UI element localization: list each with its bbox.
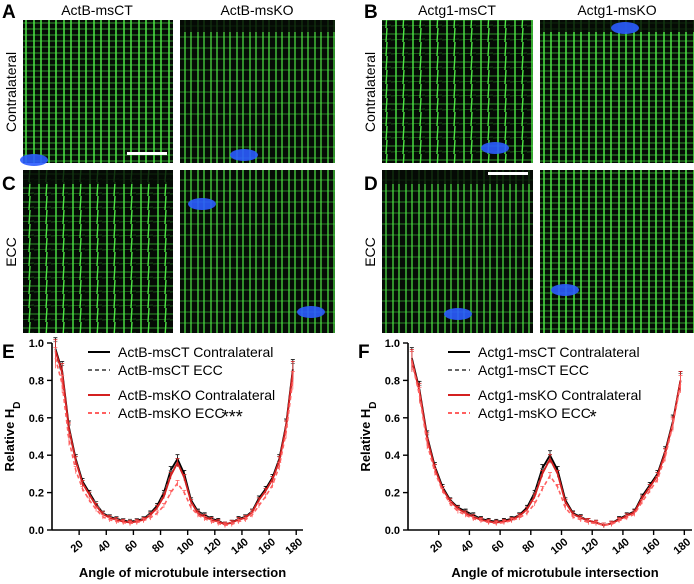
y-tick-label: 1.0 <box>385 338 400 350</box>
micrograph-actb-msko-ecc <box>180 170 335 333</box>
x-tick-label: 60 <box>490 538 507 555</box>
x-tick-label: 120 <box>579 536 601 557</box>
dark-band <box>180 20 335 32</box>
y-axis-label-main: Relative H <box>358 409 373 472</box>
chart-panel-f: F 0.0 0.2 0.4 0.6 0.8 1.0 20 40 60 80 100 120 140 160 1… <box>358 338 693 580</box>
micrograph-image <box>180 20 335 163</box>
x-tick-label: 20 <box>69 538 86 555</box>
legend-label: ActB-msKO Contralateral <box>118 387 275 403</box>
legend-label: Actg1-msCT Contralateral <box>478 344 640 360</box>
x-tick-label: 80 <box>150 538 167 555</box>
x-tick-label: 160 <box>641 536 663 557</box>
legend-label: Actg1-msKO Contralateral <box>478 387 641 403</box>
micrograph-actb-msko-contralateral <box>180 20 335 163</box>
x-axis-label: Angle of microtubule intersection <box>451 565 658 580</box>
x-tick-label: 140 <box>610 536 632 557</box>
nucleus <box>481 142 509 154</box>
scale-bar <box>488 172 528 175</box>
x-tick-label: 100 <box>549 536 571 557</box>
y-axis-label-sub: D <box>12 401 23 408</box>
nucleus <box>297 306 325 318</box>
y-tick-label: 0.6 <box>385 413 400 425</box>
x-tick-label: 100 <box>175 536 197 557</box>
x-tick-label: 120 <box>202 536 224 557</box>
legend-label: ActB-msCT ECC <box>118 362 223 378</box>
x-tick-label: 80 <box>520 538 537 555</box>
y-axis-label-main: Relative H <box>2 409 17 472</box>
micrograph-image <box>540 170 694 333</box>
micrograph-image <box>23 170 173 333</box>
x-axis-label: Angle of microtubule intersection <box>79 565 286 580</box>
panel-letter: E <box>2 342 15 363</box>
nucleus <box>188 198 216 210</box>
nucleus <box>230 149 258 161</box>
significance-marker: *** <box>222 407 243 427</box>
legend-label: Actg1-msCT ECC <box>478 362 589 378</box>
micrograph-image <box>540 20 694 163</box>
chart-panel-e: E 0.0 0.2 0.4 0.6 0.8 1.0 20 40 60 80 100 120 140 160 1… <box>2 337 305 580</box>
nucleus <box>611 22 639 34</box>
scale-bar <box>127 152 167 155</box>
micrograph-actg1-msko-contralateral <box>540 20 694 163</box>
column-header: Actg1-msCT <box>418 2 496 18</box>
x-tick-label: 40 <box>96 538 113 555</box>
micrograph-actb-msct-contralateral <box>20 20 173 166</box>
y-tick-label: 0.0 <box>385 525 400 537</box>
y-tick-label: 0.0 <box>29 525 44 537</box>
y-tick-label: 0.4 <box>29 450 45 462</box>
dark-band <box>23 170 173 184</box>
micrograph-actg1-msko-ecc <box>540 170 694 333</box>
x-tick-label: 140 <box>229 536 251 557</box>
row-label: Contralateral <box>3 52 19 132</box>
x-tick-label: 180 <box>283 536 305 557</box>
row-label: ECC <box>3 237 19 267</box>
micrograph-image <box>23 20 173 163</box>
micrograph-actg1-msct-contralateral <box>382 20 533 163</box>
legend-label: ActB-msKO ECC <box>118 405 225 421</box>
nucleus <box>551 284 579 296</box>
row-label: ECC <box>362 237 378 267</box>
micrograph-image <box>382 170 533 333</box>
y-tick-label: 0.6 <box>29 413 44 425</box>
series-line <box>54 357 294 527</box>
x-tick-label: 20 <box>428 538 445 555</box>
y-axis-label: Relative HD <box>358 401 379 471</box>
y-tick-label: 0.2 <box>29 488 44 500</box>
x-tick-label: 40 <box>459 538 476 555</box>
micrograph-actb-msct-ecc <box>23 170 173 333</box>
legend-label: ActB-msCT Contralateral <box>118 344 273 360</box>
x-tick-label: 180 <box>672 536 694 557</box>
panel-letter: D <box>364 174 378 195</box>
micrograph-panels <box>20 20 694 333</box>
column-header: ActB-msKO <box>220 2 293 18</box>
micrograph-actg1-msct-ecc <box>382 170 533 333</box>
series-line <box>411 361 682 527</box>
y-tick-label: 0.8 <box>29 375 44 387</box>
y-axis-label: Relative HD <box>2 401 23 471</box>
y-tick-label: 0.8 <box>385 375 400 387</box>
panel-letter: B <box>364 2 378 23</box>
significance-marker: * <box>590 407 597 427</box>
legend-label: Actg1-msKO ECC <box>478 405 591 421</box>
column-header: ActB-msCT <box>61 2 133 18</box>
x-tick-label: 160 <box>256 536 278 557</box>
y-tick-label: 0.2 <box>385 488 400 500</box>
nucleus <box>20 154 48 166</box>
column-header: Actg1-msKO <box>577 2 656 18</box>
y-tick-label: 0.4 <box>385 450 401 462</box>
y-tick-label: 1.0 <box>29 338 44 350</box>
panel-letter: A <box>2 2 16 23</box>
micrograph-labels: ActB-msCT ActB-msKO Actg1-msCT Actg1-msKO Co… <box>2 2 657 267</box>
x-tick-label: 60 <box>123 538 140 555</box>
series-line <box>410 359 682 527</box>
micrograph-image <box>382 20 533 163</box>
row-label: Contralateral <box>362 52 378 132</box>
y-axis-label-sub: D <box>368 401 379 408</box>
micrograph-image <box>180 170 335 333</box>
panel-letter: F <box>358 342 370 363</box>
nucleus <box>444 308 472 320</box>
panel-letter: C <box>2 174 16 195</box>
